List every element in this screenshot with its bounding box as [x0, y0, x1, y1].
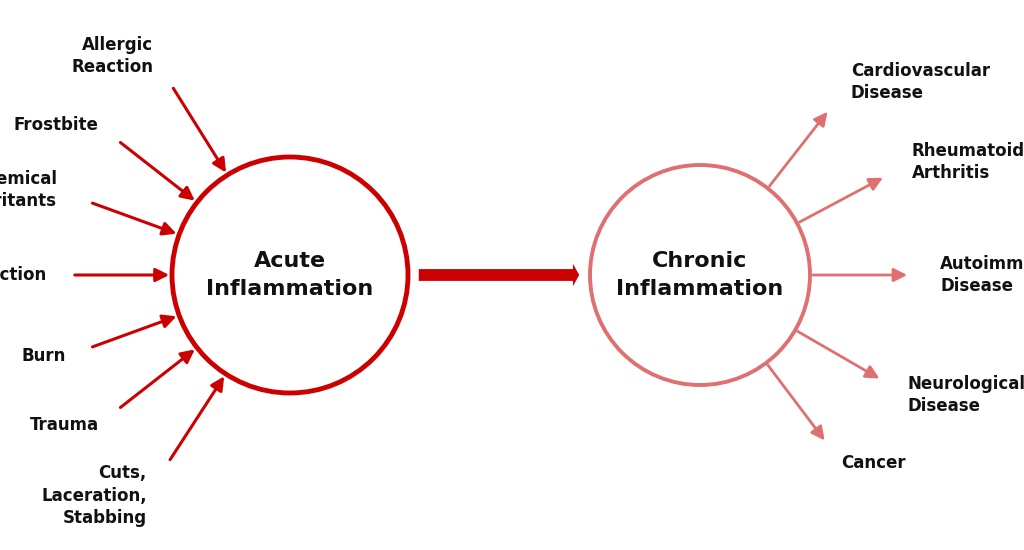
- Text: Autoimmune
Disease: Autoimmune Disease: [940, 255, 1024, 295]
- Text: Trauma: Trauma: [30, 416, 98, 433]
- Text: Allergic
Reaction: Allergic Reaction: [72, 36, 154, 76]
- Text: Rheumatoid
Arthritis: Rheumatoid Arthritis: [912, 142, 1024, 183]
- Text: Neurological
Disease: Neurological Disease: [908, 375, 1024, 415]
- Text: Burn: Burn: [22, 348, 67, 365]
- Text: Cancer: Cancer: [842, 454, 906, 472]
- Text: Chronic
Inflammation: Chronic Inflammation: [616, 251, 783, 299]
- Text: Chemical
Irritants: Chemical Irritants: [0, 170, 57, 210]
- Text: Cardiovascular
Disease: Cardiovascular Disease: [851, 62, 990, 102]
- Text: Frostbite: Frostbite: [13, 117, 98, 134]
- Text: Acute
Inflammation: Acute Inflammation: [207, 251, 374, 299]
- Text: Infection: Infection: [0, 266, 47, 284]
- Text: Cuts,
Laceration,
Stabbing: Cuts, Laceration, Stabbing: [41, 464, 146, 527]
